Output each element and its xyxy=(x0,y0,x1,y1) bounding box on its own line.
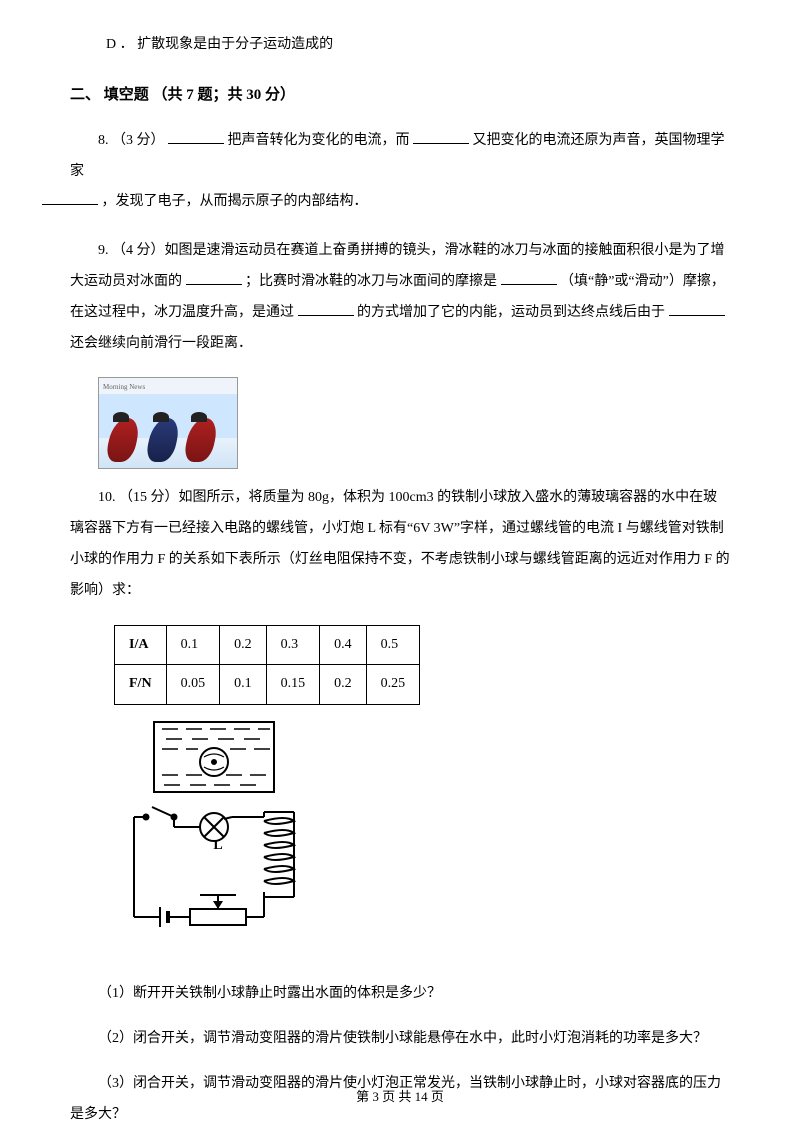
td: 0.05 xyxy=(166,665,220,705)
q9-part5: 还会继续向前滑行一段距离． xyxy=(70,336,252,351)
td: 0.4 xyxy=(320,625,367,665)
question-9: 9. （4 分）如图是速滑运动员在赛道上奋勇拼搏的镜头，滑冰鞋的冰刀与冰面的接触… xyxy=(70,236,730,359)
option-d: D ． 扩散现象是由于分子运动造成的 xyxy=(106,30,730,61)
table-row: I/A 0.1 0.2 0.3 0.4 0.5 xyxy=(115,625,420,665)
question-8: 8. （3 分） 把声音转化为变化的电流，而 又把变化的电流还原为声音，英国物理… xyxy=(70,126,730,218)
photo-banner: Morning News xyxy=(103,380,145,395)
q10-subq-1: （1）断开开关铁制小球静止时露出水面的体积是多少？ xyxy=(70,979,730,1010)
td: 0.15 xyxy=(266,665,320,705)
q10-table: I/A 0.1 0.2 0.3 0.4 0.5 F/N 0.05 0.1 0.1… xyxy=(114,625,420,706)
section-heading-2: 二、 填空题 （共 7 题；共 30 分） xyxy=(70,79,730,112)
td: 0.1 xyxy=(220,665,267,705)
q9-part2: ；比赛时滑冰鞋的冰刀与冰面间的摩擦是 xyxy=(245,274,497,289)
table-row: F/N 0.05 0.1 0.15 0.2 0.25 xyxy=(115,665,420,705)
q9-blank-4 xyxy=(669,302,725,316)
q9-figure: Morning News xyxy=(98,377,730,469)
q8-blank-2 xyxy=(413,130,469,144)
q9-blank-2 xyxy=(501,271,557,285)
q10-subq-2: （2）闭合开关，调节滑动变阻器的滑片使铁制小球能悬停在水中，此时小灯泡消耗的功率… xyxy=(70,1024,730,1055)
q8-part3: ，发现了电子，从而揭示原子的内部结构． xyxy=(102,194,368,209)
td: 0.5 xyxy=(366,625,420,665)
q10-diagram: L xyxy=(114,717,314,957)
q10-prefix: 10. （15 分）如图所示，将质量为 80g，体积为 100cm3 的铁制小球… xyxy=(70,490,730,597)
page-footer: 第 3 页 共 14 页 xyxy=(0,1083,800,1112)
q8-blank-3 xyxy=(42,191,98,205)
td: 0.2 xyxy=(220,625,267,665)
q8-blank-1 xyxy=(168,130,224,144)
td: 0.25 xyxy=(366,665,420,705)
td: 0.2 xyxy=(320,665,367,705)
lamp-label: L xyxy=(213,838,222,853)
q8-part1: 把声音转化为变化的电流，而 xyxy=(228,133,410,148)
td: 0.3 xyxy=(266,625,320,665)
q9-blank-3 xyxy=(298,302,354,316)
q8-prefix: 8. （3 分） xyxy=(98,133,165,148)
q9-blank-1 xyxy=(186,271,242,285)
q9-part4: 的方式增加了它的内能，运动员到达终点线后由于 xyxy=(357,305,665,320)
th-fn: F/N xyxy=(115,665,167,705)
td: 0.1 xyxy=(166,625,220,665)
skater-photo: Morning News xyxy=(98,377,238,469)
question-10: 10. （15 分）如图所示，将质量为 80g，体积为 100cm3 的铁制小球… xyxy=(70,483,730,606)
th-ia: I/A xyxy=(115,625,167,665)
